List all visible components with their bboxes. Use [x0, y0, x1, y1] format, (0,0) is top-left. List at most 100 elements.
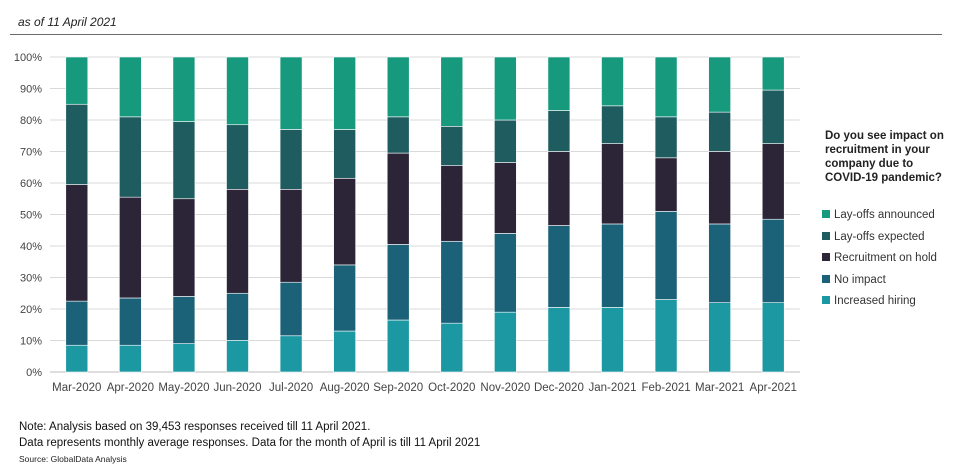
bar-segment [172, 121, 196, 200]
y-tick-label: 20% [20, 304, 42, 316]
bar-segment [494, 119, 517, 163]
bar-segment [386, 152, 410, 245]
y-tick-label: 100% [14, 52, 42, 64]
bar-stacks [65, 56, 785, 373]
bar-stack [708, 56, 731, 373]
bar-stack [226, 56, 249, 373]
bar-segment [172, 343, 196, 373]
y-tick-label: 50% [20, 210, 42, 222]
bar-stack [172, 56, 196, 373]
bar-segment [654, 116, 678, 159]
y-tick-label: 0% [26, 367, 42, 379]
bar-segment [708, 56, 731, 113]
y-tick-label: 70% [20, 147, 42, 159]
bar-segment [386, 116, 410, 154]
bar-segment [65, 344, 89, 373]
bar-segment [708, 223, 731, 303]
legend-swatch [822, 231, 830, 240]
bar-segment [172, 198, 196, 297]
bar-segment [601, 143, 624, 225]
legend-swatch [822, 274, 830, 283]
bar-segment [708, 151, 731, 225]
bar-stack [65, 56, 89, 373]
x-tick-label: Mar-2020 [52, 382, 101, 394]
bar-stack [333, 56, 356, 373]
legend-title: Do you see impact on recruitment in your… [825, 130, 944, 184]
bar-segment [279, 129, 303, 190]
legend-label: Recruitment on hold [834, 252, 937, 264]
bar-stack [547, 56, 571, 373]
note-line-1: Note: Analysis based on 39,453 responses… [19, 421, 371, 433]
x-tick-label: Nov-2020 [480, 382, 530, 394]
bar-segment [494, 162, 517, 234]
bar-segment [440, 56, 464, 127]
legend-item: Increased hiring [822, 295, 916, 307]
bar-segment [494, 233, 517, 313]
bar-segment [386, 56, 410, 118]
bar-segment [654, 157, 678, 212]
bar-segment [761, 302, 785, 373]
legend-label: No impact [834, 273, 886, 286]
bar-segment [119, 56, 142, 118]
bar-segment [761, 218, 785, 304]
legend-swatch [822, 253, 830, 261]
bar-segment [601, 307, 624, 373]
x-tick-label: Apr-2021 [750, 382, 797, 394]
bar-segment [333, 56, 356, 130]
x-tick-label: Sep-2020 [373, 382, 423, 394]
bar-stack [601, 56, 624, 373]
header-rule [10, 34, 942, 35]
bar-segment [172, 56, 196, 122]
x-tick-label: Apr-2020 [107, 382, 154, 394]
bar-segment [65, 56, 89, 105]
bar-stack [440, 56, 464, 373]
x-axis-tick-labels: Mar-2020 Apr-2020 May-2020 Jun-2020 Jul-2020… [52, 382, 797, 394]
bar-segment [279, 56, 303, 130]
bar-segment [601, 105, 624, 144]
bar-segment [547, 307, 571, 373]
legend-label: Lay-offs announced [834, 209, 935, 221]
bar-segment [226, 292, 249, 341]
bar-segment [279, 281, 303, 337]
note-line-2: Data represents monthly average response… [19, 437, 481, 449]
bar-segment [119, 297, 142, 346]
x-tick-label: Aug-2020 [320, 382, 370, 394]
bar-segment [494, 311, 517, 373]
bar-segment [65, 184, 89, 302]
bar-segment [654, 56, 678, 118]
x-tick-label: Feb-2021 [641, 382, 690, 394]
bar-segment [601, 223, 624, 308]
y-tick-label: 10% [20, 336, 42, 348]
y-tick-label: 40% [20, 241, 42, 253]
bar-segment [386, 244, 410, 321]
bar-segment [333, 177, 356, 266]
legend-swatch [822, 210, 830, 218]
bar-segment [708, 111, 731, 152]
bar-stack [279, 56, 303, 373]
bar-segment [65, 103, 89, 185]
bar-segment [654, 211, 678, 300]
x-tick-label: Dec-2020 [534, 382, 584, 394]
bar-stack [761, 56, 785, 373]
bar-segment [333, 129, 356, 179]
bar-segment [761, 56, 785, 91]
y-axis-tick-labels: 0% 10% 20% 30% 40% 50% 60% 70% 80% 90% 100% [14, 52, 42, 379]
x-tick-label: Oct-2020 [428, 382, 475, 394]
x-tick-label: Mar-2021 [695, 382, 744, 394]
legend-swatch [822, 296, 830, 304]
bar-segment [761, 89, 785, 144]
bar-segment [547, 151, 571, 226]
y-tick-label: 30% [20, 273, 42, 285]
bar-segment [601, 56, 624, 107]
bar-segment [440, 322, 464, 373]
x-tick-label: Jul-2020 [269, 382, 313, 394]
legend-item: No impact [822, 274, 886, 286]
x-tick-label: Jan-2021 [589, 382, 637, 394]
bar-segment [119, 116, 142, 198]
bar-segment [172, 296, 196, 344]
bar-stack [654, 56, 678, 373]
bar-segment [226, 56, 249, 126]
bar-stack [119, 56, 142, 373]
y-tick-label: 80% [20, 115, 42, 127]
bar-segment [333, 264, 356, 332]
